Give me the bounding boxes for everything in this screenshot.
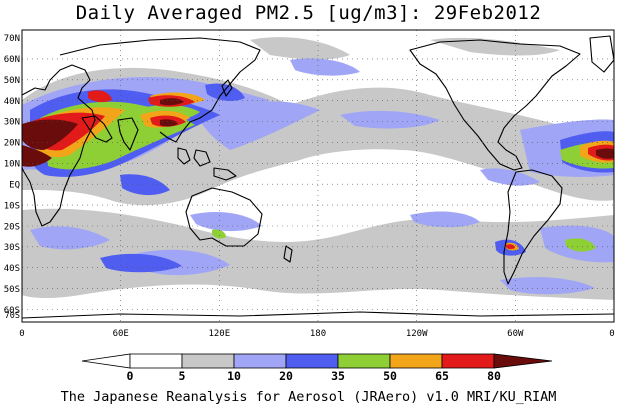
longitude-labels: 0 60E 120E 180 120W 60W 0 [19, 329, 614, 339]
lat-label-40n: 40N [4, 97, 20, 107]
colorbar-segment [285, 353, 339, 369]
colorbar-tick-label: 5 [179, 369, 186, 383]
lat-label-30n: 30N [4, 118, 20, 128]
pm25-concentration-field [22, 37, 614, 300]
lat-label-70s: 70S [5, 311, 20, 321]
lon-label-180: 180 [310, 329, 326, 339]
lat-label-30s: 30S [4, 243, 20, 253]
colorbar-tick-label: 50 [383, 369, 397, 383]
colorbar-tick-label: 35 [331, 369, 345, 383]
colorbar-tick-label: 10 [227, 369, 241, 383]
lon-label-60w: 60W [507, 329, 524, 339]
lon-label-120e: 120E [208, 329, 230, 339]
coastlines [22, 35, 614, 319]
lon-label-0-left: 0 [19, 329, 24, 339]
lon-label-0-right: 0 [609, 329, 614, 339]
lon-label-60e: 60E [113, 329, 129, 339]
lat-label-20s: 20S [4, 223, 20, 233]
latitude-labels: 70N 60N 50N 40N 30N 20N 10N EQ 10S 20S 3… [4, 34, 20, 321]
colorbar-arrow-high [493, 353, 553, 369]
colorbar-segment [233, 353, 287, 369]
lat-label-60s: 60S [4, 306, 20, 316]
colorbar-segment [441, 353, 495, 369]
graticule [22, 30, 614, 322]
lat-label-eq: EQ [9, 181, 20, 191]
lat-label-10s: 10S [4, 202, 20, 212]
colorbar-tick-label: 20 [279, 369, 293, 383]
colorbar: 0 5 10 20 35 50 65 80 [81, 353, 553, 383]
colorbar-segment [181, 353, 235, 369]
lon-label-120w: 120W [406, 329, 428, 339]
colorbar-tick-label: 65 [435, 369, 449, 383]
lat-label-60n: 60N [4, 55, 20, 65]
lat-label-70n: 70N [4, 34, 20, 44]
lat-label-20n: 20N [4, 139, 20, 149]
map-frame [21, 29, 615, 323]
colorbar-segment [337, 353, 391, 369]
lat-label-50n: 50N [4, 76, 20, 86]
map-title: Daily Averaged PM2.5 [ug/m3]: 29Feb2012 [75, 2, 542, 24]
colorbar-segment [129, 353, 183, 369]
credit-line: The Japanese Reanalysis for Aerosol (JRA… [60, 389, 557, 405]
colorbar-arrow-low [81, 353, 131, 369]
colorbar-segment [389, 353, 443, 369]
lat-label-10n: 10N [4, 160, 20, 170]
colorbar-tick-label: 0 [127, 369, 134, 383]
lat-label-50s: 50S [4, 285, 20, 295]
lat-label-40s: 40S [4, 264, 20, 274]
colorbar-tick-label: 80 [487, 369, 501, 383]
